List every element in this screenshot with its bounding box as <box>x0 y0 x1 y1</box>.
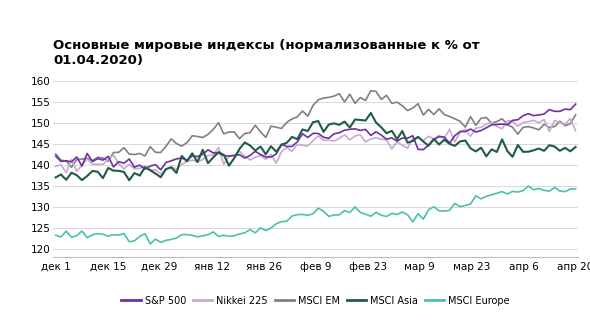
MSCI Asia <box>178 154 185 158</box>
MSCI EM <box>367 89 374 93</box>
MSCI Europe <box>525 184 532 188</box>
S&P 500 <box>367 133 374 137</box>
S&P 500 <box>325 136 332 140</box>
MSCI EM <box>178 144 185 148</box>
Line: MSCI EM: MSCI EM <box>55 91 576 167</box>
MSCI Asia <box>325 123 332 127</box>
S&P 500 <box>52 154 59 158</box>
Nikkei 225 <box>52 164 59 168</box>
MSCI Europe <box>147 242 154 246</box>
S&P 500 <box>572 102 579 106</box>
MSCI Europe <box>325 214 332 218</box>
Text: Основные мировые индексы (нормализованные к % от
01.04.2020): Основные мировые индексы (нормализованны… <box>53 39 480 67</box>
MSCI EM <box>572 113 579 117</box>
MSCI Europe <box>157 240 164 244</box>
Nikkei 225 <box>535 121 542 125</box>
Nikkei 225 <box>152 168 159 172</box>
Nikkei 225 <box>572 129 579 133</box>
MSCI Asia <box>52 176 59 180</box>
MSCI EM <box>68 165 75 169</box>
MSCI Asia <box>372 120 379 124</box>
Line: MSCI Europe: MSCI Europe <box>55 186 576 244</box>
MSCI Europe <box>572 187 579 191</box>
MSCI Europe <box>178 233 185 237</box>
Nikkei 225 <box>551 118 558 122</box>
Nikkei 225 <box>567 116 574 120</box>
Nikkei 225 <box>178 162 185 166</box>
MSCI Asia <box>126 178 133 182</box>
MSCI Europe <box>540 188 548 192</box>
MSCI Europe <box>367 214 374 218</box>
Line: MSCI Asia: MSCI Asia <box>55 113 576 180</box>
Line: S&P 500: S&P 500 <box>55 104 576 170</box>
S&P 500 <box>551 109 558 113</box>
Nikkei 225 <box>325 138 332 142</box>
MSCI EM <box>556 119 563 123</box>
MSCI Asia <box>540 149 548 153</box>
S&P 500 <box>535 113 542 117</box>
MSCI Asia <box>367 111 374 115</box>
S&P 500 <box>178 156 185 160</box>
MSCI Asia <box>556 149 563 153</box>
MSCI Asia <box>572 145 579 149</box>
MSCI EM <box>325 95 332 99</box>
Nikkei 225 <box>367 137 374 141</box>
MSCI EM <box>540 122 548 126</box>
Line: Nikkei 225: Nikkei 225 <box>55 118 576 174</box>
MSCI EM <box>52 152 59 156</box>
MSCI Europe <box>556 189 563 193</box>
S&P 500 <box>157 168 164 172</box>
Nikkei 225 <box>157 172 164 176</box>
MSCI Europe <box>52 233 59 237</box>
Legend: S&P 500, Nikkei 225, MSCI EM, MSCI Asia, MSCI Europe: S&P 500, Nikkei 225, MSCI EM, MSCI Asia,… <box>117 292 514 310</box>
S&P 500 <box>152 163 159 167</box>
MSCI EM <box>157 150 164 154</box>
MSCI Asia <box>157 175 164 179</box>
MSCI EM <box>372 89 379 93</box>
